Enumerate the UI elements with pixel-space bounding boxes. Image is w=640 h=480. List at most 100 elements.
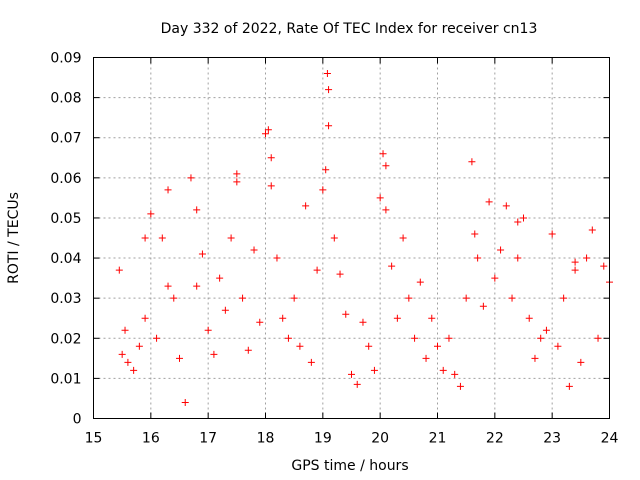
data-point [193,206,201,214]
plot-frame [93,57,610,419]
data-point [141,234,149,242]
data-point [434,342,441,350]
y-tick-label: 0.05 [50,211,81,227]
x-tick-label: 20 [371,431,389,447]
data-point [164,282,172,290]
data-point [439,366,447,374]
data-point [359,318,367,326]
data-point [307,358,315,366]
data-point [323,70,331,78]
data-point [600,262,608,270]
x-tick-label: 22 [486,431,504,447]
x-tick-label: 18 [257,431,275,447]
y-tick-label: 0.07 [50,131,81,147]
data-point [577,358,585,366]
data-point [571,266,579,274]
y-tick-label: 0.02 [50,331,81,347]
data-point [348,370,355,378]
data-point [313,266,321,274]
x-tick-label: 23 [543,431,561,447]
data-point [244,346,252,354]
data-point [342,310,350,318]
data-point [594,334,602,342]
data-point [325,86,333,94]
data-point [164,186,172,194]
data-point [296,342,304,350]
data-point [302,202,310,210]
data-point [193,282,201,290]
data-point [330,234,338,242]
data-point [462,294,470,302]
data-point [445,334,453,342]
y-axis-label: ROTI / TECUs [6,192,22,284]
data-point [256,318,264,326]
data-point [491,274,499,282]
tick-layer [93,57,610,419]
data-point [497,246,505,254]
data-point [502,202,510,210]
data-point [479,302,487,310]
data-point [428,314,436,322]
data-point [130,366,138,374]
data-point [141,314,149,322]
data-point [588,226,596,234]
data-point [273,254,281,262]
data-point [118,350,126,358]
data-point [284,334,292,342]
data-point [376,194,384,202]
data-point [471,230,479,238]
data-point [336,270,344,278]
x-axis-tick-labels: 15 16 17 18 19 20 21 22 23 24 [85,431,619,447]
data-point [571,258,579,266]
y-tick-label: 0.01 [50,371,81,387]
data-point [554,342,562,350]
data-point [221,306,229,314]
data-point [514,254,522,262]
data-point [416,278,424,286]
x-tick-label: 21 [429,431,447,447]
data-point [322,166,330,174]
data-point [542,326,550,334]
data-point [468,158,476,166]
data-point [233,178,241,186]
data-point [158,234,166,242]
y-tick-label: 0.06 [50,171,81,187]
data-point [135,342,143,350]
data-points [115,70,613,406]
data-point [115,266,123,274]
data-point [227,234,235,242]
data-point [365,342,373,350]
data-point [319,186,327,194]
y-tick-label: 0.09 [50,51,81,67]
data-point [170,294,178,302]
data-point [399,234,407,242]
data-point [583,254,591,262]
data-point [485,198,493,206]
data-point [325,122,333,130]
x-tick-label: 19 [314,431,332,447]
data-point [422,354,430,362]
data-point [290,294,298,302]
data-point [379,150,387,158]
data-point [124,358,132,366]
data-point [198,250,206,258]
data-point [264,126,272,134]
data-point [520,214,527,222]
data-point [531,354,539,362]
data-point [565,382,573,390]
data-point [393,314,401,322]
data-point [210,350,218,358]
data-point [250,246,258,254]
data-point [537,334,545,342]
y-tick-label: 0.08 [50,91,81,107]
data-point [353,380,361,388]
data-point [233,170,241,178]
data-point [405,294,413,302]
data-point [514,218,522,226]
data-point [239,294,247,302]
y-tick-label: 0.03 [50,291,81,307]
data-point [382,162,390,170]
data-point [382,206,390,214]
